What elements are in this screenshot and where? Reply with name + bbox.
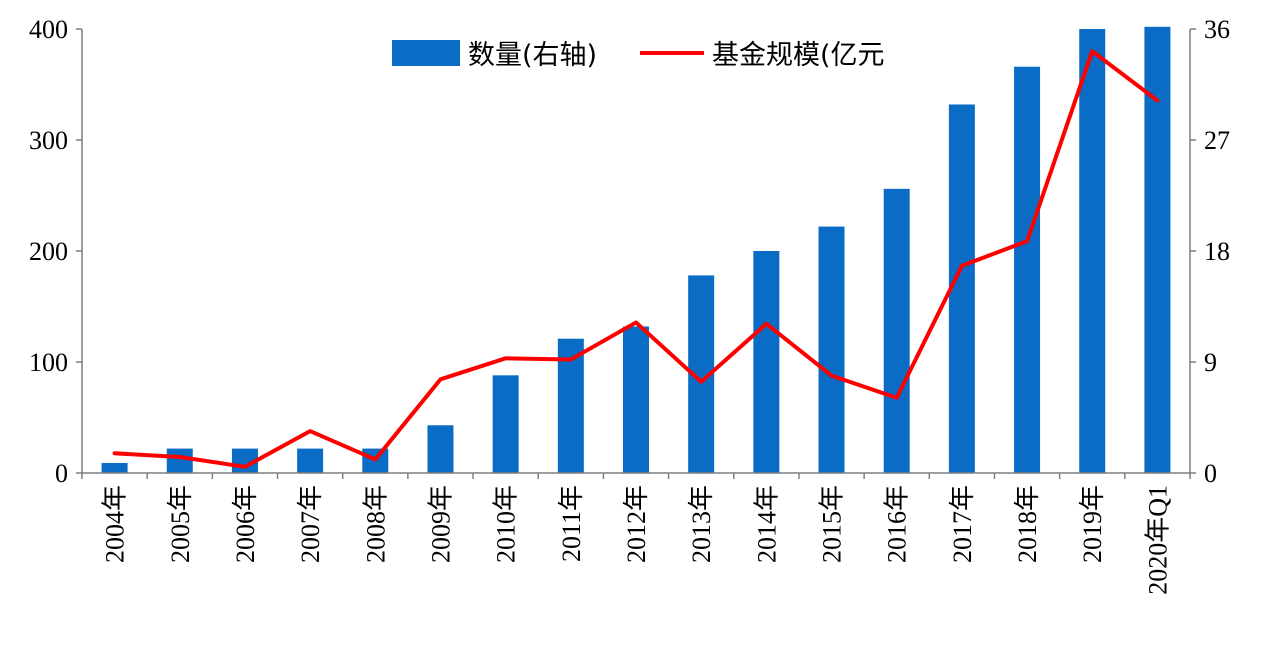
x-tick-label-10: 2014年 [752,485,781,563]
x-tick-label-12: 2016年 [883,485,912,563]
bar-15 [1079,29,1106,473]
x-tick-label-6: 2010年 [492,485,521,563]
legend-bar-label: 数量(右轴) [468,40,597,71]
x-tick-label-0: 2004年 [101,485,130,563]
x-tick-label-14: 2018年 [1013,485,1042,563]
legend-line-label: 基金规模(亿元 [712,40,885,71]
x-tick-label-8: 2012年 [622,485,651,563]
legend: 数量(右轴) 基金规模(亿元 [392,40,885,71]
bar-5 [427,425,454,473]
x-tick-label-5: 2009年 [426,485,455,563]
x-tick-label-9: 2013年 [687,485,716,563]
x-tick-label-11: 2015年 [818,485,847,563]
right-tick-label-3: 27 [1204,126,1230,155]
left-tick-label-1: 100 [29,348,68,377]
left-tick-label-3: 300 [29,126,68,155]
bar-6 [492,375,519,473]
right-tick-label-2: 18 [1204,237,1230,266]
left-tick-label-4: 400 [29,15,68,44]
x-tick-label-3: 2007年 [296,485,325,563]
right-tick-label-1: 9 [1204,348,1217,377]
plot-area: 0 100 200 300 400 0 9 18 27 36 2004年 2005年 2006年 2007… [29,15,1230,595]
legend-bar-swatch [392,40,460,66]
x-tick-label-4: 2008年 [361,485,390,563]
x-tick-label-16: 2020年Q1 [1143,485,1172,595]
bar-10 [753,251,780,473]
bar-14 [1014,66,1041,474]
right-tick-label-4: 36 [1204,15,1230,44]
bar-13 [948,104,975,473]
x-tick-label-7: 2011年 [557,485,586,562]
x-tick-label-13: 2017年 [948,485,977,563]
bar-12 [883,188,910,473]
bar-11 [818,226,845,473]
x-tick-label-2: 2006年 [231,485,260,563]
right-tick-label-0: 0 [1204,459,1217,488]
bar-8 [623,326,649,473]
x-tick-label-1: 2005年 [166,485,195,563]
bar-1 [166,448,193,473]
bar-3 [297,448,324,473]
left-tick-label-0: 0 [55,459,68,488]
left-tick-label-2: 200 [29,237,68,266]
bar-0 [101,463,128,473]
x-tick-label-15: 2019年 [1078,485,1107,563]
